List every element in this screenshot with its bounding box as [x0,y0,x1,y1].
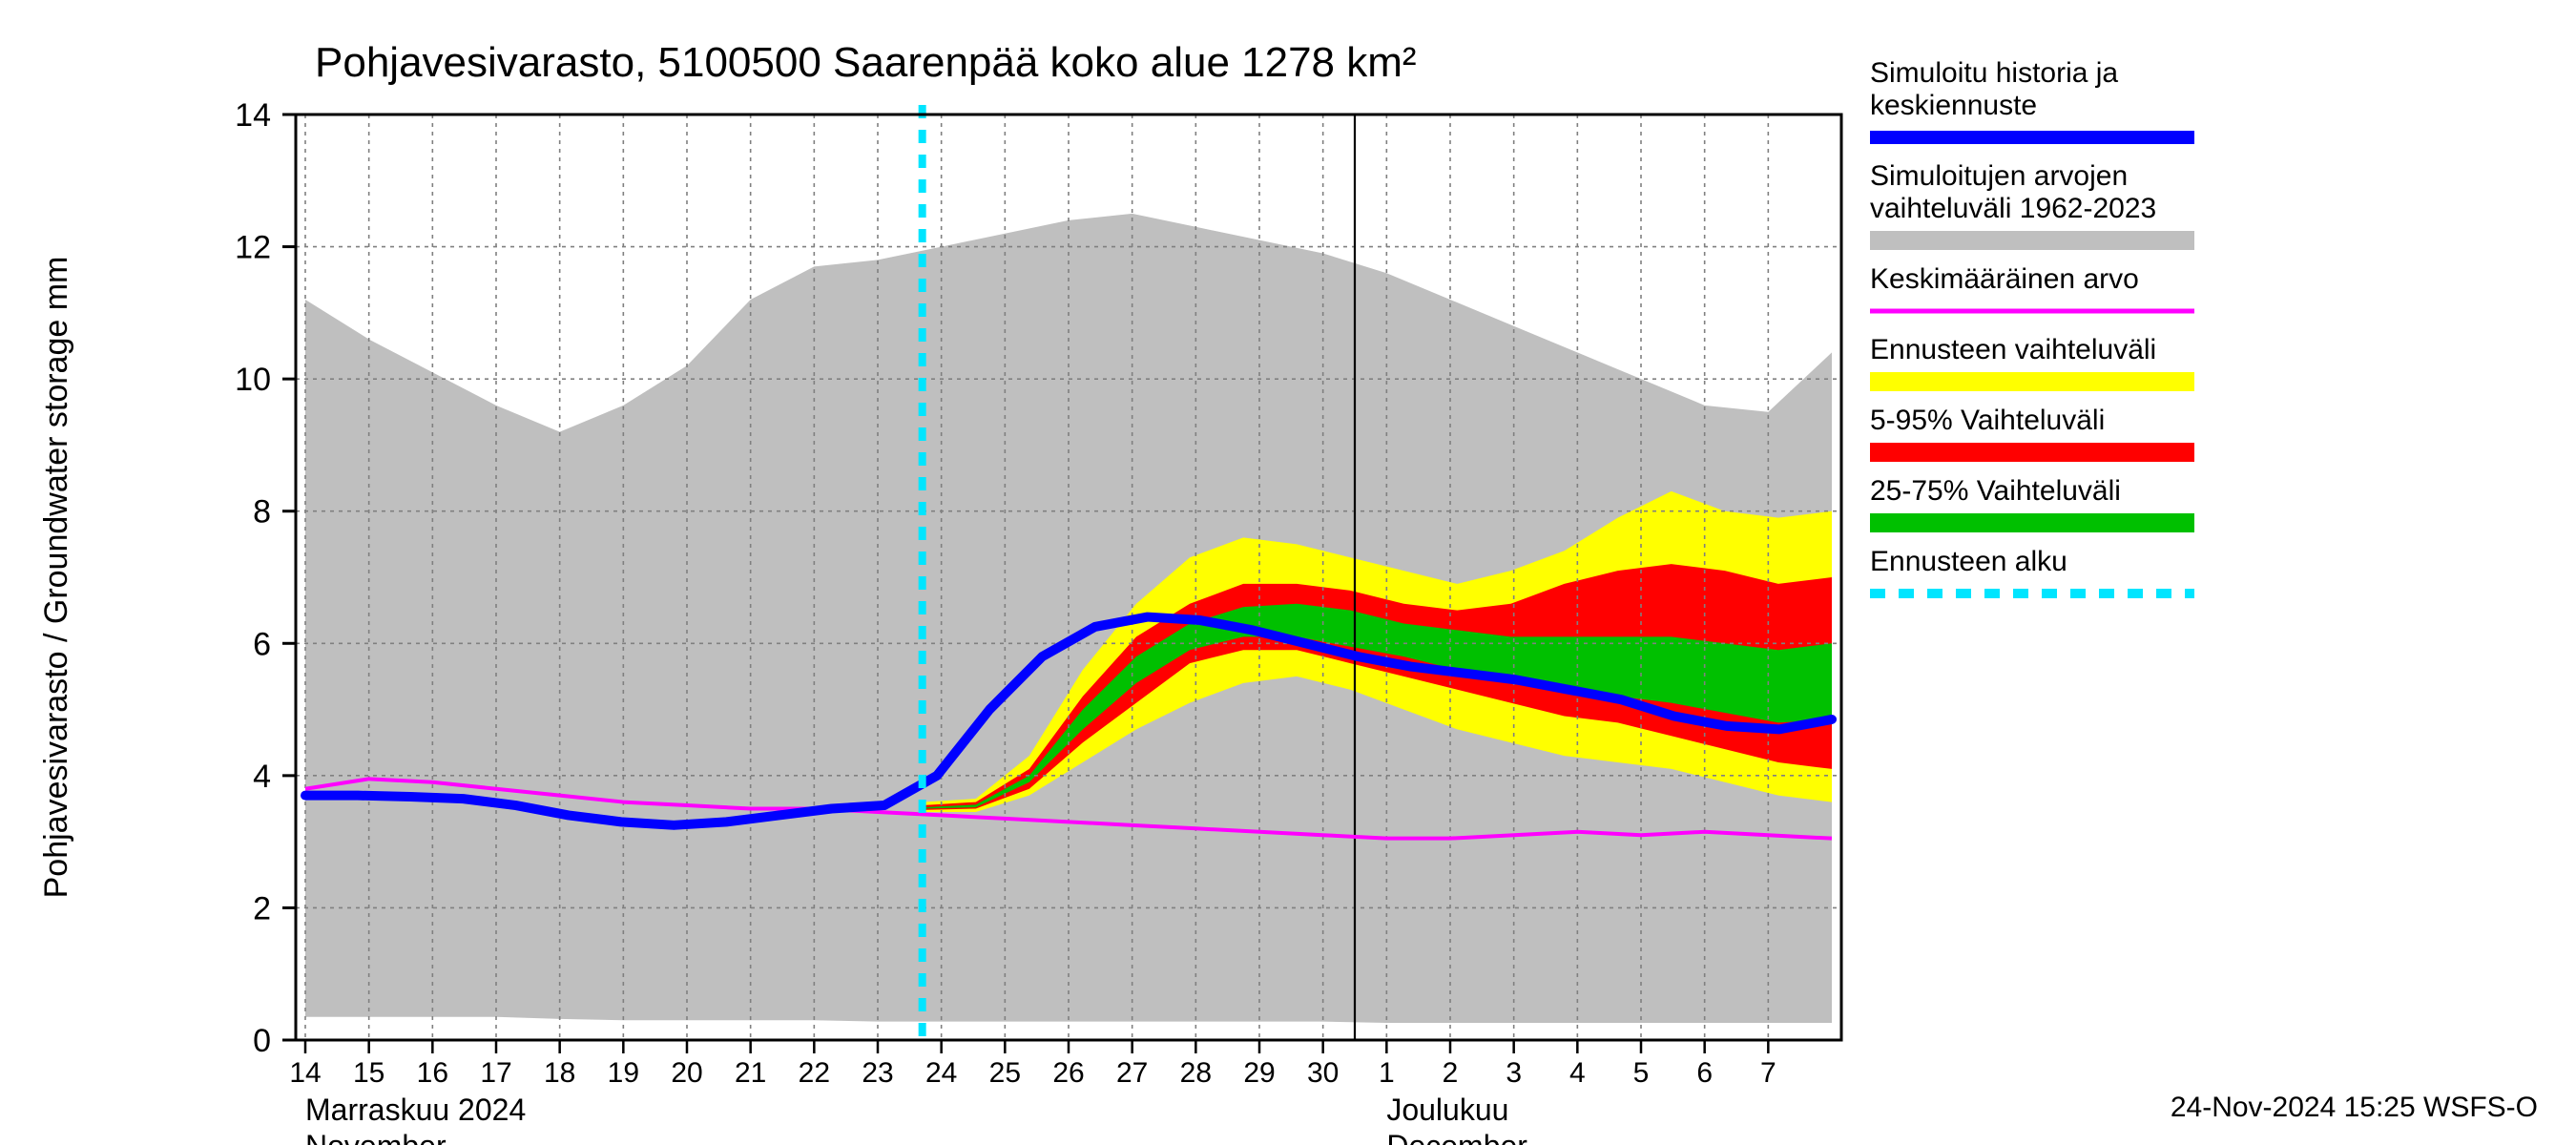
xtick-label: 27 [1116,1057,1148,1089]
xtick-label: 2 [1443,1057,1459,1089]
ytick-label: 8 [253,494,271,531]
xtick-label: 30 [1307,1057,1339,1089]
ytick-label: 4 [253,759,271,795]
xtick-label: 24 [925,1057,957,1089]
xtick-label: 15 [353,1057,384,1089]
ytick-label: 0 [253,1023,271,1059]
ytick-label: 14 [235,97,271,134]
xtick-label: 29 [1243,1057,1275,1089]
xtick-label: 14 [289,1057,321,1089]
month-label-fi: Marraskuu 2024 [305,1093,526,1127]
y-axis-label: Pohjavesivarasto / Groundwater storage m… [38,257,74,899]
xtick-label: 17 [480,1057,511,1089]
legend-label: Ennusteen vaihteluväli [1870,334,2156,365]
ytick-label: 12 [235,230,271,266]
legend-label: 25-75% Vaihteluväli [1870,475,2121,507]
ytick-label: 2 [253,890,271,926]
xtick-label: 7 [1760,1057,1776,1089]
xtick-label: 21 [735,1057,766,1089]
legend-label: 5-95% Vaihteluväli [1870,405,2105,436]
month-label-en: November [305,1129,447,1145]
legend-swatch [1870,443,2194,462]
chart-title: Pohjavesivarasto, 5100500 Saarenpää koko… [315,39,1417,86]
xtick-label: 23 [862,1057,893,1089]
legend-label: Simuloitujen arvojen [1870,160,2128,192]
legend-swatch [1870,372,2194,391]
xtick-label: 18 [544,1057,575,1089]
xtick-label: 19 [608,1057,639,1089]
legend-label: Keskimääräinen arvo [1870,263,2139,295]
legend-label: Simuloitu historia ja [1870,57,2118,89]
footer-timestamp: 24-Nov-2024 15:25 WSFS-O [2171,1092,2538,1123]
ytick-label: 6 [253,626,271,662]
legend-label: Ennusteen alku [1870,546,2067,577]
xtick-label: 22 [799,1057,830,1089]
legend-label: vaihteluväli 1962-2023 [1870,193,2156,224]
xtick-label: 25 [989,1057,1021,1089]
legend-label: keskiennuste [1870,90,2037,121]
xtick-label: 16 [417,1057,448,1089]
xtick-label: 28 [1180,1057,1212,1089]
legend-swatch [1870,513,2194,532]
legend-swatch [1870,231,2194,250]
xtick-label: 6 [1696,1057,1713,1089]
xtick-label: 1 [1379,1057,1395,1089]
groundwater-chart: 0246810121414151617181920212223242526272… [0,0,2576,1145]
xtick-label: 26 [1052,1057,1084,1089]
ytick-label: 10 [235,362,271,398]
xtick-label: 4 [1569,1057,1586,1089]
month-label-fi: Joulukuu [1386,1093,1508,1127]
xtick-label: 5 [1633,1057,1650,1089]
xtick-label: 20 [671,1057,702,1089]
month-label-en: December [1386,1129,1527,1145]
xtick-label: 3 [1506,1057,1522,1089]
